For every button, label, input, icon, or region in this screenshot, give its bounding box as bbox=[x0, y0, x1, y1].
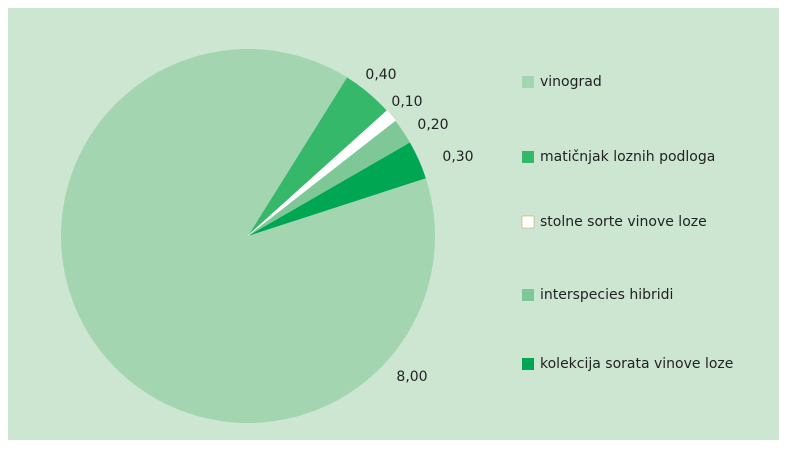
legend-label: interspecies hibridi bbox=[540, 287, 673, 303]
legend-label: matičnjak loznih podloga bbox=[540, 149, 715, 165]
pie-slice bbox=[247, 110, 397, 237]
legend-swatch bbox=[522, 358, 534, 370]
legend-label: kolekcija sorata vinove loze bbox=[540, 356, 733, 372]
legend-label: stolne sorte vinove loze bbox=[540, 214, 707, 230]
pie-slice bbox=[248, 142, 426, 236]
legend-swatch bbox=[521, 215, 535, 229]
data-label: 0,30 bbox=[442, 149, 473, 165]
legend-swatch bbox=[522, 151, 534, 163]
data-label: 8,00 bbox=[396, 369, 427, 385]
pie-slice bbox=[248, 77, 387, 236]
data-label: 0,40 bbox=[365, 67, 396, 83]
data-label: 0,10 bbox=[391, 94, 422, 110]
pie-slice bbox=[248, 120, 410, 236]
legend-label: vinograd bbox=[540, 74, 602, 90]
legend-swatch bbox=[522, 289, 534, 301]
legend-swatch bbox=[522, 76, 534, 88]
data-label: 0,20 bbox=[417, 117, 448, 133]
